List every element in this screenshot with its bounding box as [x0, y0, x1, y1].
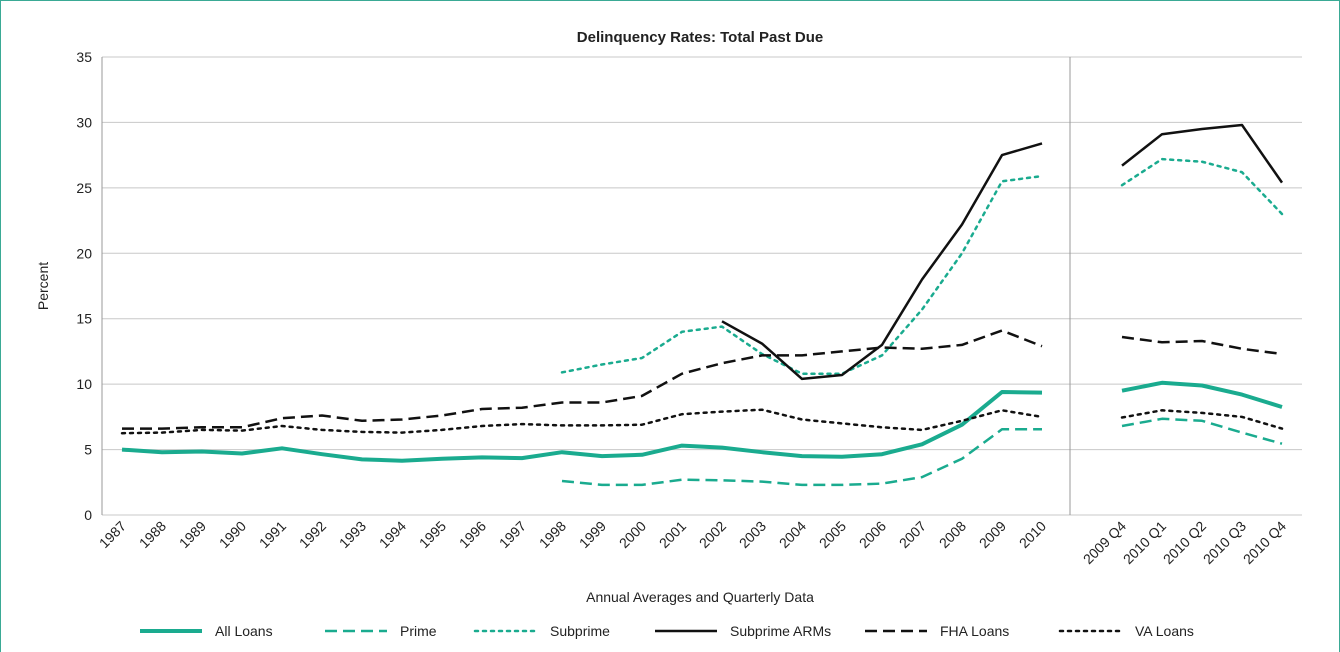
- x-tick-label: 2005: [816, 518, 849, 551]
- x-tick-label: 1997: [496, 518, 529, 551]
- x-tick-label: 2009: [976, 518, 1009, 551]
- series-line: [561, 417, 1283, 487]
- x-tick-label: 1996: [456, 518, 489, 551]
- y-tick-label: 5: [84, 442, 92, 458]
- y-tick-label: 35: [76, 49, 92, 65]
- series-line: [560, 157, 1284, 375]
- x-tick-label: 2010 Q1: [1120, 518, 1169, 567]
- x-tick-label: 1998: [536, 518, 569, 551]
- series-line: [121, 380, 1283, 463]
- x-tick-label: 1988: [136, 518, 169, 551]
- legend-label: VA Loans: [1135, 623, 1194, 639]
- x-tick-label: 1992: [296, 518, 329, 551]
- series-line: [122, 329, 1283, 430]
- legend-label: Subprime: [550, 623, 610, 639]
- x-tick-label: 2002: [696, 518, 729, 551]
- y-tick-label: 25: [76, 180, 92, 196]
- x-axis-label: Annual Averages and Quarterly Data: [586, 589, 814, 605]
- x-tick-label: 2003: [736, 518, 769, 551]
- x-tick-label: 1989: [176, 518, 209, 551]
- y-tick-label: 15: [76, 311, 92, 327]
- x-tick-label: 2008: [936, 518, 969, 551]
- legend-label: All Loans: [215, 623, 273, 639]
- x-tick-label: 2001: [656, 518, 689, 551]
- series-line: [120, 408, 1284, 435]
- x-tick-label: 2010: [1016, 518, 1049, 551]
- x-tick-label: 2010 Q3: [1200, 518, 1249, 567]
- x-tick-label: 2010 Q4: [1240, 518, 1289, 567]
- x-tick-label: 1987: [96, 518, 129, 551]
- x-tick-label: 1990: [216, 518, 249, 551]
- legend-label: FHA Loans: [940, 623, 1009, 639]
- y-tick-label: 30: [76, 114, 92, 130]
- y-tick-label: 0: [84, 507, 92, 523]
- chart-title: Delinquency Rates: Total Past Due: [577, 29, 823, 46]
- x-tick-label: 1994: [376, 518, 409, 551]
- x-tick-label: 2006: [856, 518, 889, 551]
- x-tick-label: 2004: [776, 518, 809, 551]
- x-tick-label: 2000: [616, 518, 649, 551]
- x-tick-label: 2010 Q2: [1160, 518, 1209, 567]
- x-tick-label: 1999: [576, 518, 609, 551]
- x-tick-label: 1991: [256, 518, 289, 551]
- y-tick-label: 20: [76, 245, 92, 261]
- y-tick-label: 10: [76, 376, 92, 392]
- legend-label: Subprime ARMs: [730, 623, 831, 639]
- x-tick-label: 2007: [896, 518, 929, 551]
- x-tick-label: 1993: [336, 518, 369, 551]
- x-tick-label: 2009 Q4: [1080, 518, 1129, 567]
- series-line: [721, 123, 1284, 381]
- y-axis-label: Percent: [35, 262, 51, 310]
- legend-label: Prime: [400, 623, 437, 639]
- x-tick-label: 1995: [416, 518, 449, 551]
